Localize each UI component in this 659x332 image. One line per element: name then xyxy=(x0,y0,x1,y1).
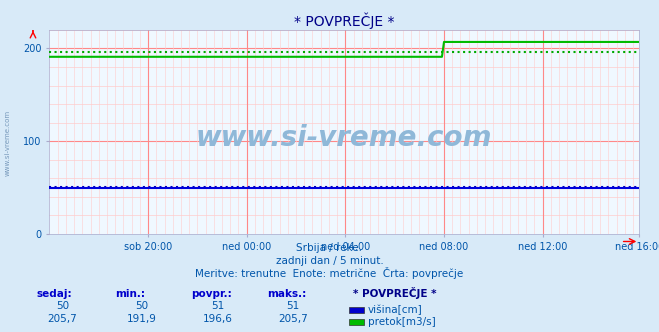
Title: * POVPREČJE *: * POVPREČJE * xyxy=(294,12,395,29)
Text: 205,7: 205,7 xyxy=(278,314,308,324)
Text: min.:: min.: xyxy=(115,289,146,299)
Text: 205,7: 205,7 xyxy=(47,314,78,324)
Text: povpr.:: povpr.: xyxy=(191,289,232,299)
Text: 191,9: 191,9 xyxy=(127,314,157,324)
Text: 51: 51 xyxy=(287,301,300,311)
Text: 50: 50 xyxy=(135,301,148,311)
Text: maks.:: maks.: xyxy=(267,289,306,299)
Text: višina[cm]: višina[cm] xyxy=(368,304,422,315)
Text: Srbija / reke.: Srbija / reke. xyxy=(297,243,362,253)
Text: 196,6: 196,6 xyxy=(202,314,233,324)
Text: sedaj:: sedaj: xyxy=(36,289,72,299)
Text: 51: 51 xyxy=(211,301,224,311)
Text: www.si-vreme.com: www.si-vreme.com xyxy=(196,124,492,152)
Text: zadnji dan / 5 minut.: zadnji dan / 5 minut. xyxy=(275,256,384,266)
Text: www.si-vreme.com: www.si-vreme.com xyxy=(5,110,11,176)
Text: 50: 50 xyxy=(56,301,69,311)
Text: * POVPREČJE *: * POVPREČJE * xyxy=(353,287,436,299)
Text: pretok[m3/s]: pretok[m3/s] xyxy=(368,317,436,327)
Text: Meritve: trenutne  Enote: metrične  Črta: povprečje: Meritve: trenutne Enote: metrične Črta: … xyxy=(195,267,464,279)
